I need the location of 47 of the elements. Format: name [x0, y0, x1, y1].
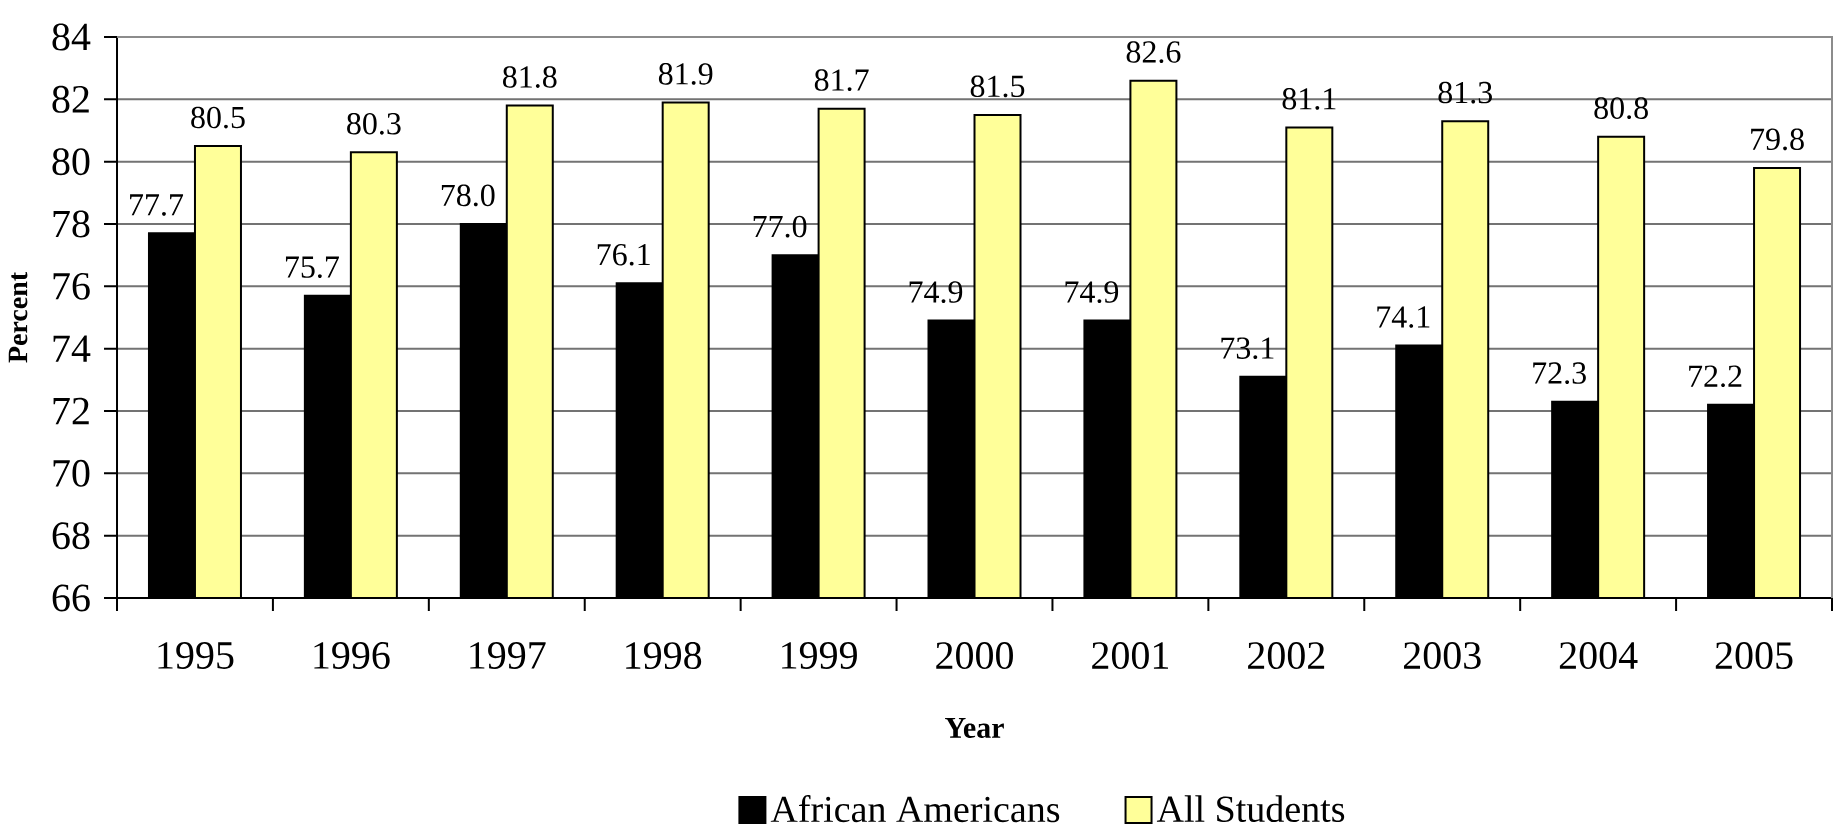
x-tick-label: 1995 — [158, 642, 234, 669]
x-tick-label: 2004 — [1559, 642, 1638, 670]
y-tick-label: 78 — [53, 210, 90, 238]
x-tick-label: 2003 — [1403, 642, 1481, 670]
y-axis-title: Percent — [8, 272, 28, 363]
data-label: 73.1 — [1221, 337, 1274, 360]
data-label: 74.1 — [1377, 306, 1430, 328]
y-tick-label: 68 — [52, 522, 90, 550]
data-label: 76.1 — [597, 243, 650, 266]
data-label: 78.0 — [441, 184, 495, 207]
x-tick-label: 2000 — [936, 642, 1013, 670]
y-tick-label: 74 — [53, 335, 91, 362]
legend-label: All Students — [1156, 795, 1345, 823]
data-label: 72.3 — [1533, 362, 1586, 384]
legend-label: African Americans — [770, 795, 1060, 823]
data-label: 79.8 — [1751, 128, 1804, 151]
data-label: 74.9 — [909, 281, 963, 303]
y-tick-label: 82 — [52, 85, 89, 113]
x-tick-label: 1998 — [626, 642, 702, 670]
x-tick-label: 2001 — [1092, 642, 1169, 670]
x-tick-label: 2005 — [1715, 642, 1793, 670]
data-label: 81.9 — [658, 63, 713, 85]
y-tick-label: 66 — [52, 584, 90, 612]
y-tick-label: 80 — [52, 148, 90, 176]
x-tick-label: 1999 — [782, 642, 857, 669]
y-tick-label: 72 — [53, 397, 89, 425]
data-label: 81.7 — [814, 69, 869, 91]
data-label: 82.6 — [1126, 41, 1181, 63]
data-label: 80.5 — [191, 106, 245, 129]
x-axis-title: Year — [945, 718, 1004, 738]
data-label: 81.8 — [503, 66, 557, 88]
data-label: 80.8 — [1594, 97, 1648, 120]
data-label: 75.7 — [285, 256, 339, 278]
data-label: 77.7 — [130, 194, 184, 216]
x-tick-label: 1997 — [470, 642, 546, 669]
data-label: 81.1 — [1282, 87, 1336, 110]
data-label: 80.3 — [347, 112, 401, 135]
data-label: 81.5 — [970, 75, 1025, 98]
data-label: 77.0 — [753, 215, 807, 238]
x-tick-label: 2002 — [1248, 642, 1325, 670]
data-label: 74.9 — [1065, 281, 1119, 303]
y-tick-label: 76 — [53, 272, 90, 300]
data-label: 81.3 — [1438, 81, 1492, 104]
x-tick-label: 1996 — [314, 642, 390, 669]
y-tick-label: 70 — [53, 459, 90, 487]
y-tick-label: 84 — [52, 23, 91, 51]
data-label: 72.2 — [1689, 365, 1742, 388]
